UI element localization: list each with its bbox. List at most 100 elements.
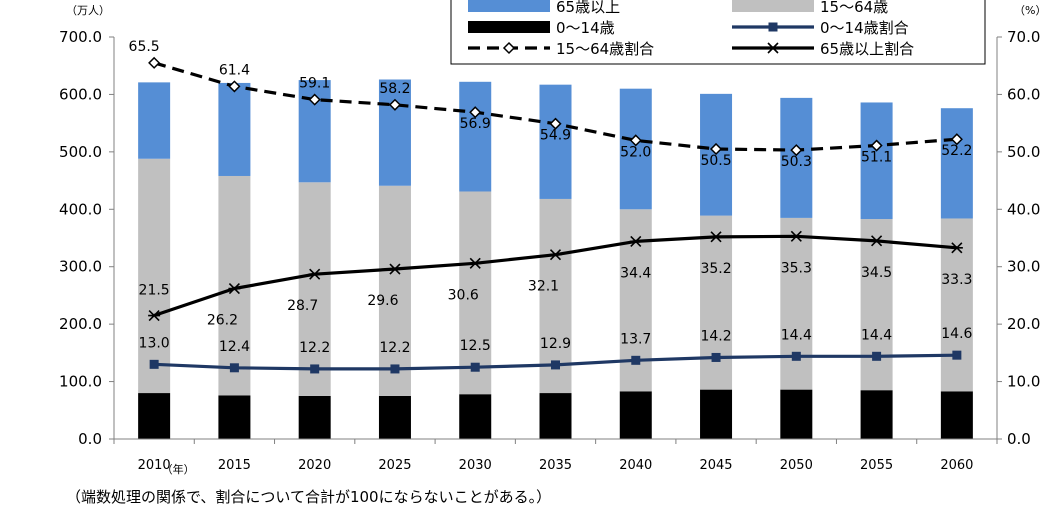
bar-segment-0-14-2010 (138, 393, 171, 439)
right-axis-unit: （%） (1014, 4, 1046, 17)
bar-segment-15-64-2025 (378, 185, 411, 396)
series-point-2-2030 (469, 257, 482, 269)
data-label-1-2045: 50.5 (700, 153, 731, 169)
data-label-2-2035: 32.1 (528, 279, 559, 295)
bar-segment-0-14-2045 (700, 389, 733, 439)
bar-segment-0-14-2035 (539, 393, 572, 439)
x-tick-label-2035: 2035 (539, 458, 572, 473)
series-point-0-2020 (310, 364, 320, 374)
data-label-2-2030: 30.6 (448, 287, 479, 303)
series-point-0-2040 (631, 355, 641, 365)
series-point-0-2010 (149, 359, 159, 369)
data-label-1-2020: 59.1 (299, 76, 330, 92)
series-point-1-2025 (388, 98, 402, 111)
data-label-1-2030: 56.9 (460, 116, 491, 132)
bar-segment-65plus-2035 (539, 84, 572, 199)
legend-swatch-1-0 (468, 21, 550, 33)
x-tick-label-2015: 2015 (218, 458, 251, 473)
bar-segment-0-14-2025 (378, 395, 411, 439)
bar-segment-15-64-2010 (138, 158, 171, 394)
series-point-2-2035 (549, 249, 562, 261)
series-point-2-2025 (388, 263, 401, 275)
bar-segment-15-64-2030 (459, 191, 492, 395)
series-point-1-2045 (709, 142, 723, 156)
series-point-1-2050 (790, 144, 803, 157)
data-label-0-2030: 12.5 (460, 338, 491, 354)
series-point-2-2045 (710, 231, 723, 243)
x-tick-label-2045: 2045 (699, 458, 732, 473)
data-label-0-2050: 14.4 (781, 327, 812, 343)
series-point-0-2055 (872, 351, 882, 361)
bar-segment-15-64-2055 (860, 219, 893, 391)
right-tick-label: 20.0 (1007, 315, 1040, 333)
legend-swatch-0-0 (468, 0, 550, 12)
bar-segment-65plus-2015 (218, 82, 251, 176)
legend-swatch-0-1 (732, 0, 814, 12)
data-label-1-2040: 52.0 (620, 144, 651, 160)
legend-label-1-1: 0～14歳割合 (820, 19, 909, 37)
left-tick-label: 400.0 (59, 200, 102, 218)
series-point-2-2010 (148, 309, 161, 322)
series-point-2-2020 (308, 268, 321, 280)
right-tick-label: 30.0 (1007, 258, 1040, 276)
bar-segment-0-14-2015 (218, 395, 251, 439)
right-tick-label: 50.0 (1007, 143, 1040, 161)
legend-label-2-1: 65歳以上割合 (820, 40, 914, 58)
series-point-0-2025 (390, 364, 400, 374)
data-label-1-2035: 54.9 (540, 128, 571, 144)
series-point-0-2030 (470, 362, 480, 372)
series-point-1-2030 (469, 106, 482, 119)
series-point-1-2035 (549, 117, 562, 130)
footnote: （端数処理の関係で、割合について合計が100にならないことがある。） (66, 488, 552, 506)
bar-segment-65plus-2030 (459, 81, 492, 192)
series-point-1-2015 (228, 80, 241, 93)
data-label-2-2045: 35.2 (700, 261, 731, 277)
legend-label-1-0: 0～14歳 (556, 19, 615, 37)
data-label-1-2055: 51.1 (861, 150, 892, 166)
series-point-1-2020 (308, 93, 321, 106)
right-tick-label: 0.0 (1007, 430, 1031, 448)
series-point-2-2050 (790, 230, 803, 242)
left-tick-label: 100.0 (59, 373, 102, 391)
data-label-2-2060: 33.3 (941, 272, 972, 288)
x-tick-label-2020: 2020 (298, 458, 331, 473)
right-tick-label: 10.0 (1007, 373, 1040, 391)
legend-marker-2-0 (502, 41, 516, 55)
legend-label-0-1: 15～64歳 (820, 0, 888, 16)
bar-segment-0-14-2060 (940, 391, 973, 439)
bar-segment-65plus-2055 (860, 102, 893, 220)
series-point-0-2045 (711, 352, 721, 362)
bar-segment-65plus-2025 (378, 79, 411, 186)
x-tick-label-2030: 2030 (459, 458, 492, 473)
left-tick-label: 600.0 (59, 85, 102, 103)
series-point-2-2015 (228, 282, 241, 295)
series-point-1-2055 (870, 139, 883, 152)
x-tick-label-2040: 2040 (619, 458, 652, 473)
right-tick-label: 60.0 (1007, 85, 1040, 103)
bar-segment-65plus-2040 (619, 88, 652, 210)
bar-segment-15-64-2045 (700, 215, 733, 390)
right-tick-label: 70.0 (1007, 28, 1040, 46)
bar-segment-0-14-2055 (860, 390, 893, 439)
x-tick-label-2010: 2010 (138, 458, 171, 473)
data-label-2-2025: 29.6 (367, 293, 398, 309)
data-label-1-2025: 58.2 (379, 81, 410, 97)
bar-segment-15-64-2020 (298, 182, 331, 396)
series-point-0-2060 (952, 350, 962, 360)
series-point-2-2060 (950, 242, 963, 254)
bar-segment-0-14-2030 (459, 394, 492, 439)
bar-segment-65plus-2050 (780, 97, 813, 218)
x-tick-label-2050: 2050 (780, 458, 813, 473)
data-label-2-2050: 35.3 (781, 260, 812, 276)
bar-segment-65plus-2010 (138, 82, 171, 159)
legend-marker-1-1 (768, 22, 778, 32)
legend-label-0-0: 65歳以上 (556, 0, 620, 16)
data-label-2-2055: 34.5 (861, 265, 892, 281)
series-point-0-2035 (551, 360, 560, 370)
data-label-0-2010: 13.0 (139, 335, 170, 351)
bar-segment-15-64-2050 (780, 217, 813, 390)
data-label-0-2015: 12.4 (219, 339, 250, 355)
data-label-2-2015: 26.2 (207, 313, 238, 329)
series-point-2-2040 (629, 235, 642, 248)
